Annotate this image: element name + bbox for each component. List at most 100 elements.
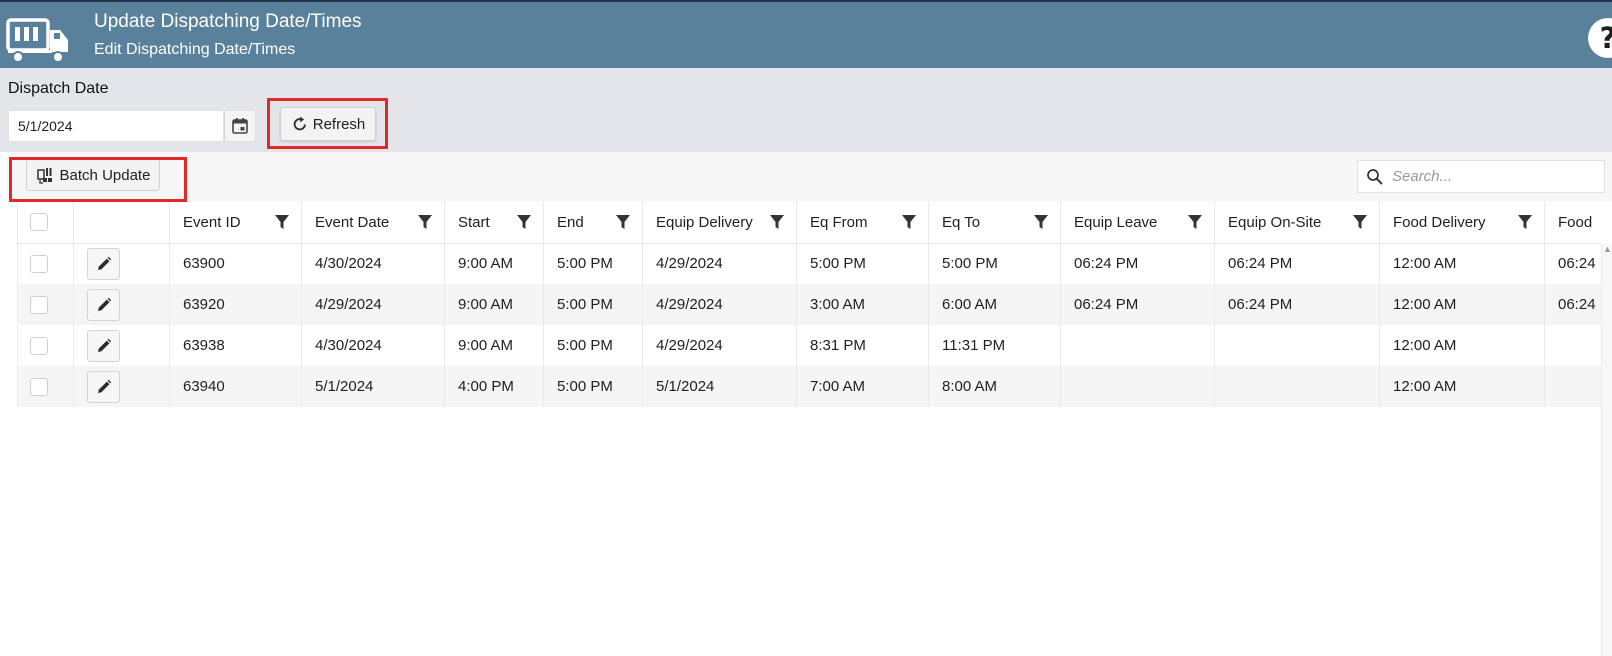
table-cell: 5:00 PM (543, 325, 643, 366)
edit-button[interactable] (87, 247, 120, 280)
page-subtitle: Edit Dispatching Date/Times (94, 41, 296, 58)
table-cell: 8:00 AM (928, 366, 1061, 407)
table-cell: 63940 (169, 366, 302, 407)
help-icon[interactable]: ? (1588, 18, 1612, 58)
scroll-up-arrow-icon[interactable]: ▲ (1603, 244, 1612, 254)
calendar-button[interactable] (224, 110, 256, 142)
table-cell: 5:00 PM (796, 243, 929, 284)
filter-icon[interactable] (902, 215, 916, 229)
vertical-scrollbar[interactable]: ▲ (1601, 244, 1612, 656)
row-select-cell (17, 243, 74, 284)
column-header-label: Food Delivery (1393, 213, 1486, 231)
pencil-icon (97, 338, 111, 352)
filter-icon[interactable] (616, 215, 630, 229)
row-edit-cell (73, 284, 170, 325)
column-header-label: End (557, 213, 584, 231)
search-input[interactable] (1392, 161, 1597, 192)
batch-update-label: Batch Update (59, 166, 151, 184)
column-header[interactable]: Food (1544, 202, 1601, 244)
app-header: Update Dispatching Date/Times Edit Dispa… (0, 0, 1612, 68)
table-cell: 4/29/2024 (642, 243, 797, 284)
table-cell: 5:00 PM (543, 366, 643, 407)
table-row[interactable]: 63940 5/1/2024 4:00 PM 5:00 PM 5/1/2024 … (17, 366, 1601, 407)
table-cell: 3:00 AM (796, 284, 929, 325)
filter-icon[interactable] (770, 215, 784, 229)
table-cell: 4/29/2024 (301, 284, 445, 325)
column-header-label: Equip On-Site (1228, 213, 1322, 231)
edit-button[interactable] (87, 370, 120, 403)
table-cell (1060, 366, 1215, 407)
refresh-icon (293, 116, 306, 131)
table-cell: 63938 (169, 325, 302, 366)
filter-icon[interactable] (418, 215, 432, 229)
table-cell: 6:00 AM (928, 284, 1061, 325)
filter-icon[interactable] (1353, 215, 1367, 229)
dispatch-date-label: Dispatch Date (8, 80, 109, 97)
column-header-label: Eq To (942, 213, 981, 231)
table-cell: 8:31 PM (796, 325, 929, 366)
table-cell: 06:24 PM (1214, 284, 1380, 325)
row-checkbox[interactable] (30, 295, 48, 314)
row-edit-cell (73, 243, 170, 284)
column-header[interactable]: Equip Delivery (642, 202, 797, 244)
table-cell (1214, 366, 1380, 407)
table-cell: 06:24 PM (1060, 243, 1215, 284)
column-header-label: Event Date (315, 213, 390, 231)
column-header-label: Event ID (183, 213, 241, 231)
table-cell: 11:31 PM (928, 325, 1061, 366)
column-header[interactable]: Equip Leave (1060, 202, 1215, 244)
column-header[interactable]: Eq From (796, 202, 929, 244)
table-row[interactable]: 63900 4/30/2024 9:00 AM 5:00 PM 4/29/202… (17, 243, 1601, 284)
table-cell: 5:00 PM (928, 243, 1061, 284)
table-cell (1544, 325, 1601, 366)
column-header[interactable]: Event Date (301, 202, 445, 244)
row-edit-cell (73, 325, 170, 366)
filter-icon[interactable] (1518, 215, 1532, 229)
column-header-label: Equip Delivery (656, 213, 753, 231)
row-select-cell (17, 284, 74, 325)
batch-update-icon (36, 168, 52, 184)
table-cell (1060, 325, 1215, 366)
column-header[interactable]: Equip On-Site (1214, 202, 1380, 244)
table-cell (1214, 325, 1380, 366)
table-cell: 9:00 AM (444, 325, 544, 366)
table-cell: 4/30/2024 (301, 243, 445, 284)
column-header-label: Food (1558, 213, 1593, 231)
edit-button[interactable] (87, 288, 120, 321)
table-cell: 5/1/2024 (642, 366, 797, 407)
table-cell: 12:00 AM (1379, 325, 1545, 366)
table-cell: 12:00 AM (1379, 366, 1545, 407)
select-all-checkbox[interactable] (30, 213, 48, 232)
table-row[interactable]: 63938 4/30/2024 9:00 AM 5:00 PM 4/29/202… (17, 325, 1601, 366)
dispatch-date-input[interactable] (8, 110, 224, 142)
search-box (1357, 160, 1605, 193)
refresh-label: Refresh (312, 115, 366, 133)
row-select-cell (17, 366, 74, 407)
filter-icon[interactable] (1188, 215, 1202, 229)
dispatch-grid: Event ID Event Date Start End Equip Deli… (17, 202, 1601, 656)
pencil-icon (97, 379, 111, 393)
column-header[interactable]: Start (444, 202, 544, 244)
column-header[interactable]: End (543, 202, 643, 244)
dispatch-table: Event ID Event Date Start End Equip Deli… (17, 202, 1601, 407)
table-cell: 63920 (169, 284, 302, 325)
column-header[interactable]: Event ID (169, 202, 302, 244)
table-cell: 4/30/2024 (301, 325, 445, 366)
row-checkbox[interactable] (30, 336, 48, 355)
edit-column-header (73, 202, 170, 244)
truck-icon (6, 18, 68, 63)
filter-icon[interactable] (1034, 215, 1048, 229)
filter-icon[interactable] (275, 215, 289, 229)
column-header[interactable]: Food Delivery (1379, 202, 1545, 244)
batch-update-button[interactable]: Batch Update (26, 159, 160, 191)
table-row[interactable]: 63920 4/29/2024 9:00 AM 5:00 PM 4/29/202… (17, 284, 1601, 325)
row-checkbox[interactable] (30, 254, 48, 273)
refresh-button[interactable]: Refresh (280, 107, 376, 141)
filter-icon[interactable] (517, 215, 531, 229)
column-header[interactable]: Eq To (928, 202, 1061, 244)
row-checkbox[interactable] (30, 377, 48, 396)
table-cell: 63900 (169, 243, 302, 284)
table-cell: 5:00 PM (543, 284, 643, 325)
table-cell: 9:00 AM (444, 243, 544, 284)
edit-button[interactable] (87, 329, 120, 362)
